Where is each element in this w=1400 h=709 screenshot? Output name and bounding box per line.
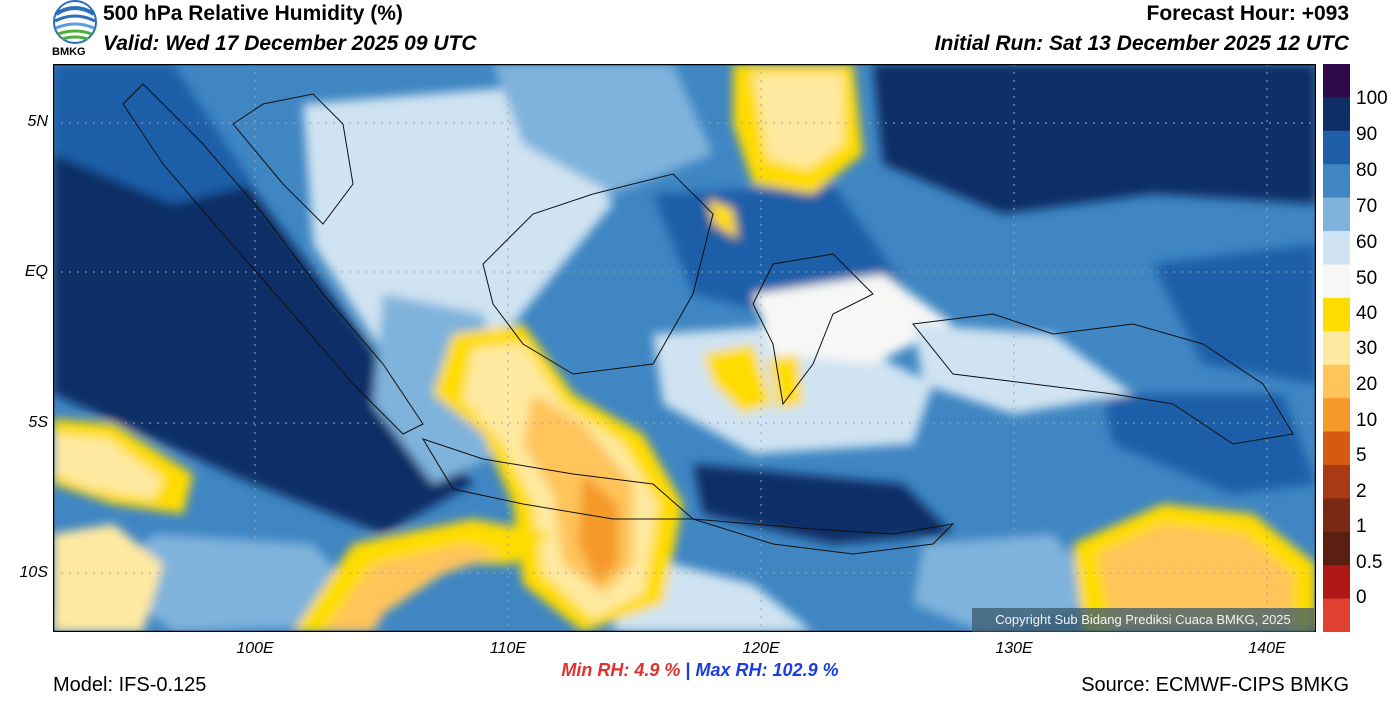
forecast-hour: Forecast Hour: +093 <box>1146 2 1350 25</box>
colorbar-label-70: 70 <box>1356 196 1378 217</box>
lat-label-5s: 5S <box>28 414 48 431</box>
colorbar-label-0-5: 0.5 <box>1356 552 1383 573</box>
lon-label-120e: 120E <box>742 640 780 657</box>
valid-time: Valid: Wed 17 December 2025 09 UTC <box>103 32 477 55</box>
lon-label-110e: 110E <box>489 640 527 657</box>
colorbar-segment <box>1323 264 1350 299</box>
graticule <box>53 64 1316 632</box>
lat-label-5n: 5N <box>27 113 48 130</box>
min-rh-label: Min RH: <box>561 660 630 680</box>
lon-label-130e: 130E <box>995 640 1033 657</box>
colorbar-segment <box>1323 598 1350 633</box>
model-info: Model: IFS-0.125 <box>53 674 207 696</box>
colorbar-segment <box>1323 565 1350 600</box>
colorbar-segment <box>1323 431 1350 466</box>
colorbar-svg <box>1323 64 1350 633</box>
source-info: Source: ECMWF-CIPS BMKG <box>1081 674 1349 696</box>
colorbar-segment <box>1323 297 1350 332</box>
colorbar-segment <box>1323 64 1350 99</box>
colorbar-label-80: 80 <box>1356 160 1378 181</box>
colorbar-segment <box>1323 197 1350 232</box>
colorbar-label-90: 90 <box>1356 124 1378 145</box>
colorbar <box>1323 64 1350 633</box>
colorbar-segment <box>1323 364 1350 399</box>
max-rh-value: 102.9 % <box>772 660 839 680</box>
colorbar-segment <box>1323 498 1350 533</box>
colorbar-label-0: 0 <box>1356 587 1367 608</box>
colorbar-segment <box>1323 164 1350 199</box>
chart-title: 500 hPa Relative Humidity (%) <box>103 2 403 25</box>
colorbar-label-10: 10 <box>1356 410 1378 431</box>
colorbar-segment <box>1323 398 1350 433</box>
min-max-rh: Min RH: 4.9 % | Max RH: 102.9 % <box>0 660 1400 681</box>
logo-text: BMKG <box>52 46 86 58</box>
colorbar-label-30: 30 <box>1356 338 1378 359</box>
colorbar-label-1: 1 <box>1356 516 1367 537</box>
colorbar-segment <box>1323 331 1350 366</box>
bmkg-logo <box>50 0 100 62</box>
colorbar-segment <box>1323 531 1350 566</box>
colorbar-label-2: 2 <box>1356 481 1367 502</box>
coastlines <box>122 83 1294 555</box>
max-rh-label: Max RH: <box>695 660 768 680</box>
colorbar-label-40: 40 <box>1356 303 1378 324</box>
lon-label-100e: 100E <box>236 640 274 657</box>
colorbar-label-50: 50 <box>1356 268 1378 289</box>
initial-run: Initial Run: Sat 13 December 2025 12 UTC <box>934 32 1349 55</box>
copyright-note: Copyright Sub Bidang Prediksi Cuaca BMKG… <box>972 608 1314 632</box>
colorbar-segment <box>1323 231 1350 266</box>
colorbar-label-100: 100 <box>1356 88 1388 109</box>
lat-label-10s: 10S <box>19 564 48 581</box>
lat-label-eq: EQ <box>24 263 48 280</box>
min-max-separator: | <box>685 660 691 680</box>
colorbar-label-20: 20 <box>1356 374 1378 395</box>
humidity-map <box>52 63 1317 633</box>
humidity-field-svg <box>52 63 1317 633</box>
map-frame <box>52 63 1317 633</box>
colorbar-label-5: 5 <box>1356 445 1367 466</box>
colorbar-segment <box>1323 97 1350 132</box>
colorbar-label-60: 60 <box>1356 232 1378 253</box>
colorbar-segment <box>1323 130 1350 165</box>
min-rh-value: 4.9 % <box>634 660 681 680</box>
colorbar-segment <box>1323 464 1350 499</box>
lon-label-140e: 140E <box>1248 640 1286 657</box>
